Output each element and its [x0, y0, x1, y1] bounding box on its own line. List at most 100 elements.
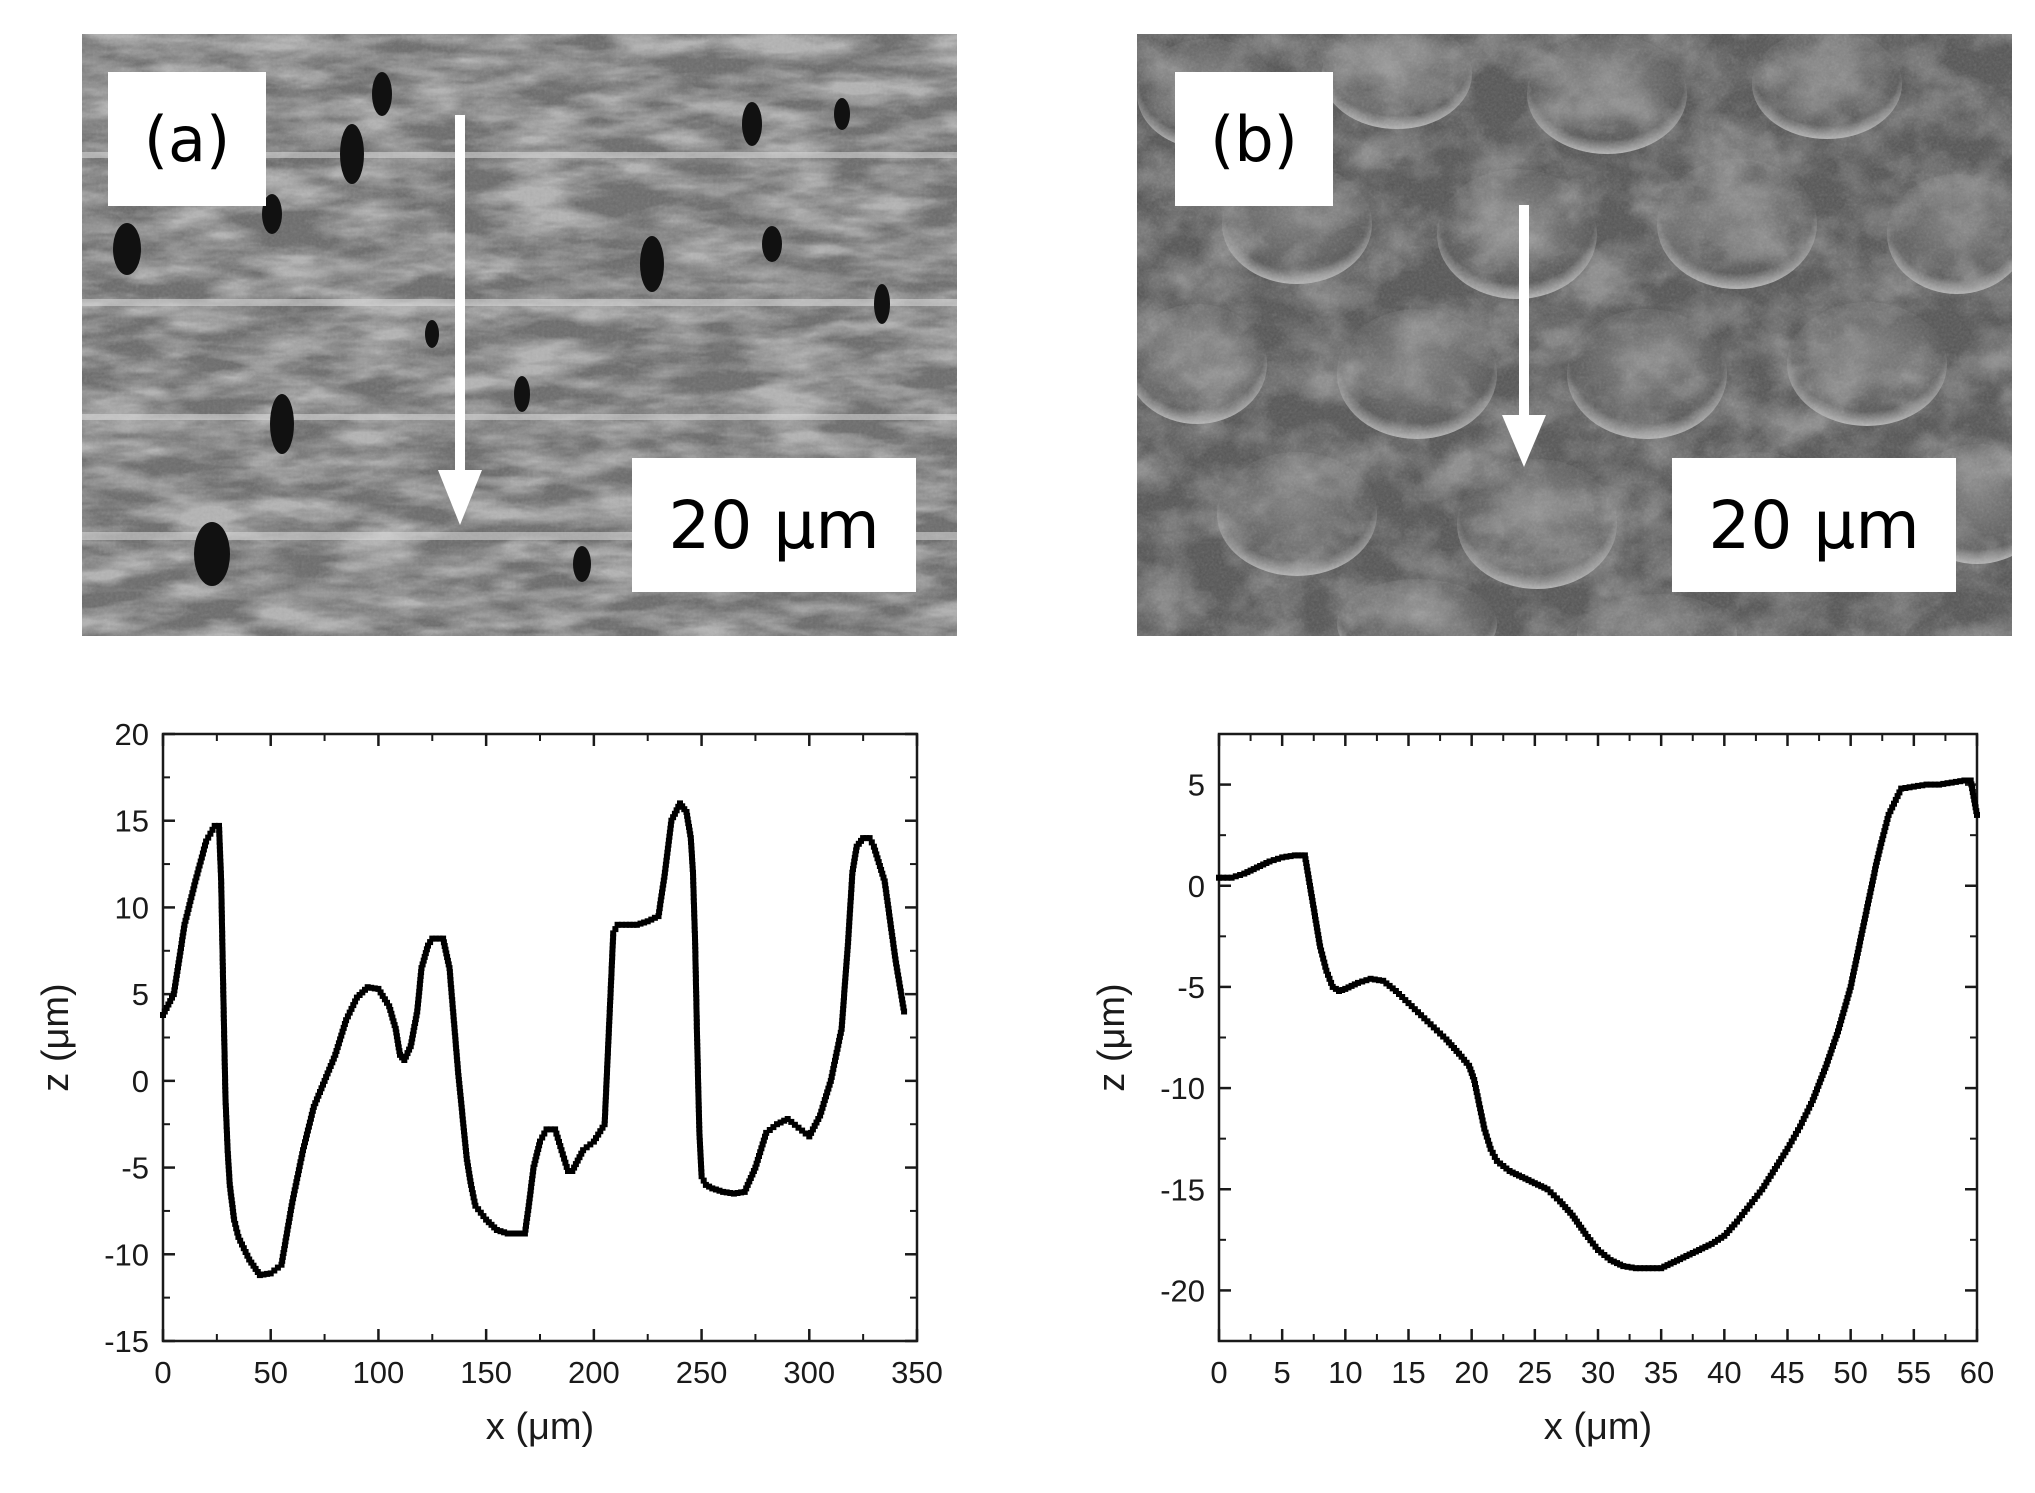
profile-point	[1670, 1259, 1677, 1266]
panel-label-a: (a)	[108, 72, 266, 206]
profile-point	[225, 1162, 232, 1169]
profile-point	[689, 858, 696, 865]
profile-point	[1305, 875, 1312, 882]
profile-point	[1970, 792, 1977, 799]
profile-point	[1424, 1018, 1431, 1025]
profile-point	[1832, 1035, 1839, 1042]
profile-point	[1456, 1050, 1462, 1057]
profile-point	[791, 1121, 798, 1128]
profile-point	[528, 1183, 535, 1190]
profile-chart-b-svg: 0 5 10 15 20 25 30 35 40 45 50 55 60 -20 -15 -10 -5 0 5 x (…	[1091, 732, 1994, 1448]
profile-point	[824, 1089, 831, 1096]
profile-point	[844, 947, 851, 953]
profile-point	[1573, 1218, 1580, 1225]
profile-point	[608, 970, 615, 977]
profile-point	[443, 950, 450, 957]
profile-point	[757, 1149, 764, 1156]
profile-point	[219, 967, 226, 973]
profile-point	[879, 870, 886, 877]
profile-point	[700, 1177, 707, 1184]
profile-point	[1291, 852, 1298, 859]
profile-point	[1841, 1006, 1848, 1013]
profile-point	[337, 1036, 344, 1043]
profile-point	[609, 958, 615, 965]
profile-point	[448, 985, 455, 992]
profile-point	[1383, 980, 1390, 987]
profile-point	[1797, 1123, 1804, 1130]
profile-point	[697, 1149, 704, 1156]
profile-point	[307, 1115, 314, 1122]
white-down-arrow-icon	[438, 115, 482, 525]
profile-point	[466, 1170, 473, 1177]
profile-point	[414, 1008, 421, 1015]
profile-point	[1415, 1009, 1421, 1016]
profile-point	[1489, 1149, 1496, 1156]
profile-point	[184, 909, 191, 916]
profile-point	[662, 865, 669, 872]
profile-point	[228, 1193, 235, 1200]
profile-point	[1491, 1153, 1498, 1160]
profile-point	[254, 1269, 261, 1275]
profile-point	[260, 1271, 267, 1278]
profile-point	[1795, 1127, 1801, 1134]
profile-point	[727, 1190, 734, 1196]
x-tick-label: 15	[1391, 1355, 1425, 1390]
profile-point	[523, 1222, 529, 1229]
profile-point	[216, 846, 223, 853]
profile-point	[1437, 1030, 1444, 1037]
profile-point	[829, 1069, 836, 1076]
profile-point	[1844, 995, 1851, 1001]
profile-point	[220, 995, 227, 1002]
profile-point	[172, 979, 179, 986]
profile-point	[196, 862, 203, 869]
profile-point	[637, 920, 644, 927]
profile-point	[1304, 867, 1311, 874]
profile-point	[603, 1081, 610, 1088]
profile-point	[1260, 861, 1267, 868]
profile-point	[436, 935, 443, 942]
profile-point	[393, 1029, 400, 1036]
profile-point	[1322, 963, 1329, 970]
profile-point	[296, 1163, 303, 1170]
profile-point	[743, 1185, 750, 1192]
profile-point	[1734, 1218, 1740, 1225]
profile-point	[1305, 871, 1312, 878]
profile-point	[525, 1203, 532, 1210]
profile-point	[609, 938, 616, 945]
profile-point	[1440, 1033, 1447, 1040]
x-tick-label: 35	[1644, 1355, 1678, 1390]
profile-point	[1430, 1024, 1437, 1031]
y-tick-label: -5	[1177, 970, 1205, 1005]
profile-point	[1689, 1250, 1696, 1256]
profile-point	[1749, 1199, 1756, 1206]
profile-point	[695, 1086, 702, 1093]
panel-label-b: (b)	[1175, 72, 1333, 206]
profile-point	[202, 842, 208, 849]
profile-point	[1307, 882, 1313, 889]
profile-point	[219, 942, 226, 949]
profile-point	[1868, 885, 1875, 892]
profile-point	[271, 1267, 278, 1274]
profile-point	[1531, 1180, 1538, 1187]
profile-point	[335, 1040, 342, 1047]
profile-point	[396, 1048, 403, 1055]
profile-point	[219, 958, 226, 965]
profile-point	[644, 918, 651, 925]
y-tick-label: -10	[104, 1237, 149, 1272]
profile-point	[1263, 860, 1270, 866]
profile-point	[458, 1104, 465, 1111]
profile-point	[1736, 1215, 1743, 1222]
profile-point	[1359, 978, 1366, 985]
profile-point	[285, 1218, 292, 1225]
profile-point	[847, 894, 854, 901]
profile-point	[209, 826, 216, 833]
profile-point	[220, 1019, 227, 1026]
profile-point	[553, 1130, 560, 1137]
profile-point	[1315, 935, 1322, 942]
profile-point	[1308, 890, 1315, 897]
profile-point	[222, 1079, 229, 1086]
profile-point	[838, 1025, 845, 1032]
profile-point	[1309, 897, 1316, 904]
profile-point	[697, 1145, 704, 1152]
profile-point	[697, 1153, 704, 1160]
